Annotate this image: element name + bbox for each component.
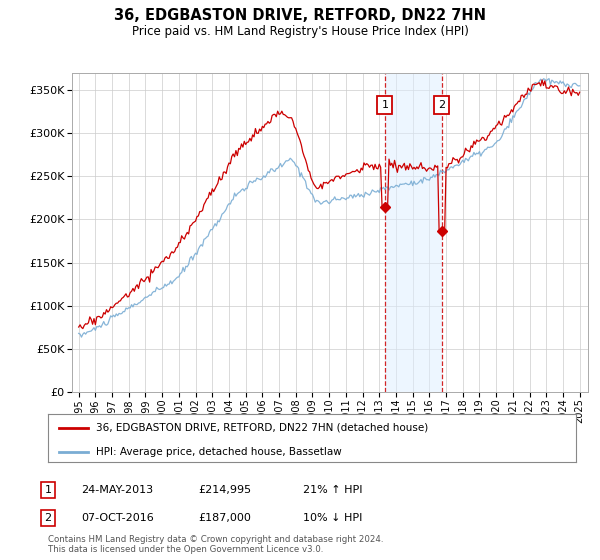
Text: 2: 2 — [44, 513, 52, 523]
Text: 24-MAY-2013: 24-MAY-2013 — [81, 485, 153, 495]
Text: 21% ↑ HPI: 21% ↑ HPI — [303, 485, 362, 495]
Text: HPI: Average price, detached house, Bassetlaw: HPI: Average price, detached house, Bass… — [95, 446, 341, 456]
Text: 36, EDGBASTON DRIVE, RETFORD, DN22 7HN (detached house): 36, EDGBASTON DRIVE, RETFORD, DN22 7HN (… — [95, 423, 428, 433]
Text: 2: 2 — [439, 100, 445, 110]
Text: Price paid vs. HM Land Registry's House Price Index (HPI): Price paid vs. HM Land Registry's House … — [131, 25, 469, 38]
Bar — [385, 73, 442, 392]
Text: 10% ↓ HPI: 10% ↓ HPI — [303, 513, 362, 523]
Text: £187,000: £187,000 — [198, 513, 251, 523]
Text: 1: 1 — [44, 485, 52, 495]
Text: £214,995: £214,995 — [198, 485, 251, 495]
Text: 07-OCT-2016: 07-OCT-2016 — [81, 513, 154, 523]
Text: Contains HM Land Registry data © Crown copyright and database right 2024.
This d: Contains HM Land Registry data © Crown c… — [48, 535, 383, 554]
Text: 1: 1 — [382, 100, 388, 110]
Text: 36, EDGBASTON DRIVE, RETFORD, DN22 7HN: 36, EDGBASTON DRIVE, RETFORD, DN22 7HN — [114, 8, 486, 24]
